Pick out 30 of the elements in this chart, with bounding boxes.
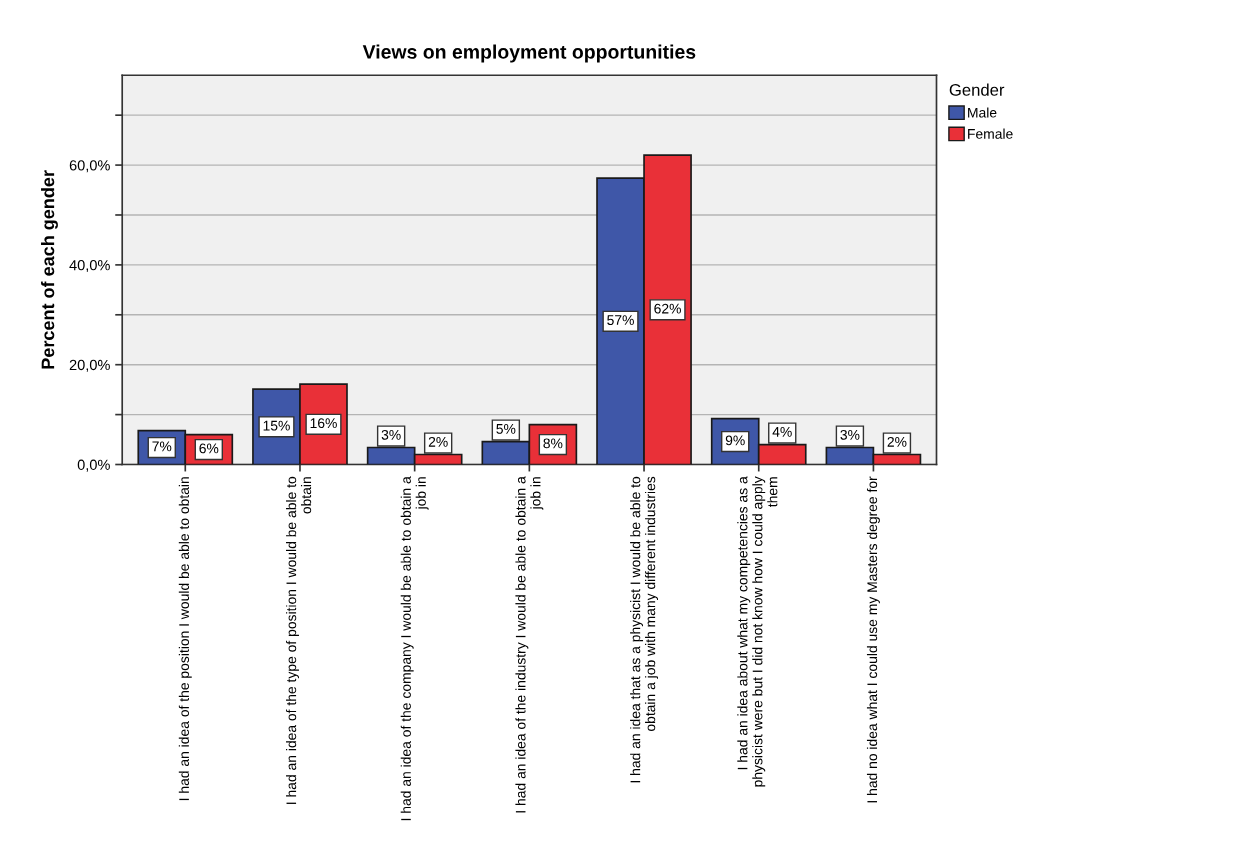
x-tick-label: I had an idea of the type of position I would be able to obtain [286,476,312,804]
x-tick-label: I had an idea that as a physicist I would be able to obtain a job with many different industries [630,476,658,783]
data-label: 6% [199,443,219,454]
data-label: 9% [725,435,745,446]
data-label: 5% [496,424,516,434]
x-tick-label: I had an idea of the company I would be able to obtain a job in [400,476,429,821]
data-label: 4% [772,427,792,437]
y-tick-label: 60,0% [69,160,110,173]
data-label: 2% [887,436,907,447]
data-label: 57% [607,315,634,326]
data-label: 8% [543,438,563,449]
legend-label: Female [968,128,1013,139]
data-label: 2% [428,436,448,447]
data-label: 15% [263,420,290,431]
y-tick-label: 20,0% [69,359,110,372]
legend-label: Male [968,107,997,118]
y-axis-title: Percent of each gender [41,170,58,369]
x-tick-label: I had an idea of the position I would be able to obtain [178,477,192,801]
legend-title: Gender [949,83,1005,96]
data-label: 3% [840,429,860,440]
data-label: 16% [310,418,337,429]
x-tick-label: I had an idea about what my competencies as a physicist were but I did not know how I could apply them [737,476,778,787]
data-label: 62% [654,303,681,314]
x-tick-label: I had no idea what I could use my Masters degree for [866,476,880,803]
x-tick-label: I had an idea of the industry I would be able to obtain a job in [515,476,544,813]
chart-title: Views on employment opportunities [362,44,696,63]
data-label: 7% [152,441,172,452]
data-label: 3% [381,429,401,440]
y-tick-label: 0,0% [77,459,110,472]
y-tick-label: 40,0% [69,259,110,273]
